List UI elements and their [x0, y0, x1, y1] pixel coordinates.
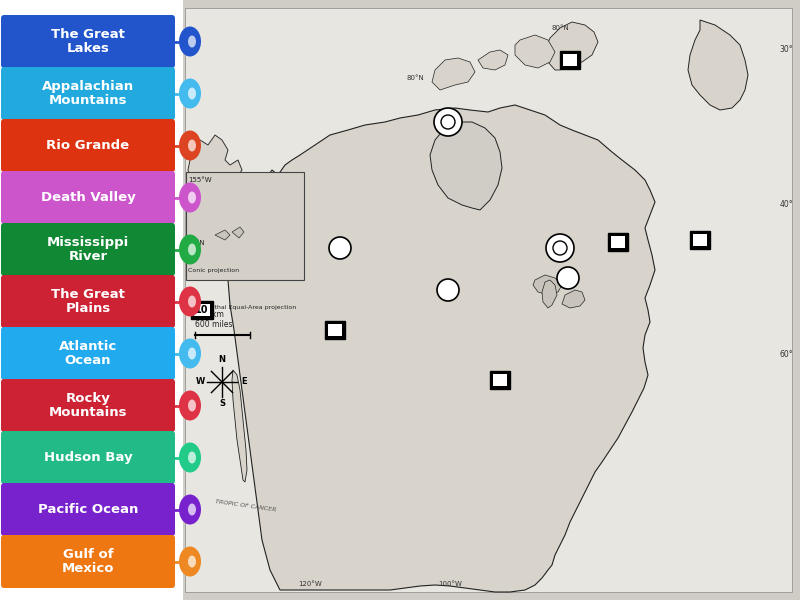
- Text: Atlantic
Ocean: Atlantic Ocean: [59, 340, 117, 367]
- FancyBboxPatch shape: [1, 15, 175, 68]
- Text: 120°W: 120°W: [298, 581, 322, 587]
- Polygon shape: [515, 35, 555, 68]
- FancyBboxPatch shape: [1, 171, 175, 224]
- Bar: [325, 321, 345, 339]
- Text: The Great
Plains: The Great Plains: [51, 288, 125, 315]
- Bar: [608, 233, 628, 251]
- Bar: [186, 172, 304, 280]
- Bar: [690, 231, 710, 249]
- Ellipse shape: [188, 556, 196, 568]
- Polygon shape: [542, 280, 557, 308]
- FancyBboxPatch shape: [1, 67, 175, 120]
- Polygon shape: [562, 290, 585, 308]
- Bar: [328, 324, 342, 336]
- Text: 10: 10: [195, 305, 209, 315]
- FancyBboxPatch shape: [1, 483, 175, 536]
- Text: Pacific Ocean: Pacific Ocean: [38, 503, 138, 516]
- Ellipse shape: [179, 494, 201, 524]
- Text: 20°N: 20°N: [188, 240, 206, 246]
- Polygon shape: [688, 20, 748, 110]
- Ellipse shape: [188, 139, 196, 151]
- Ellipse shape: [188, 88, 196, 100]
- Text: Azimuthal Equal-Area projection: Azimuthal Equal-Area projection: [195, 305, 296, 310]
- Polygon shape: [220, 105, 655, 592]
- Polygon shape: [232, 370, 247, 482]
- Polygon shape: [215, 230, 230, 240]
- Ellipse shape: [179, 79, 201, 109]
- Circle shape: [441, 115, 455, 129]
- Bar: [185, 8, 792, 592]
- Ellipse shape: [188, 347, 196, 359]
- Text: Rocky
Mountains: Rocky Mountains: [49, 392, 127, 419]
- Polygon shape: [432, 58, 475, 90]
- Bar: [183, 0, 800, 600]
- Ellipse shape: [188, 191, 196, 203]
- Text: Hudson Bay: Hudson Bay: [44, 451, 132, 464]
- Ellipse shape: [188, 35, 196, 47]
- Bar: [490, 371, 510, 389]
- Text: S: S: [219, 400, 225, 409]
- Text: 80°N: 80°N: [551, 25, 569, 31]
- FancyBboxPatch shape: [1, 535, 175, 588]
- Ellipse shape: [188, 244, 196, 256]
- Text: Conic projection: Conic projection: [188, 268, 239, 273]
- Ellipse shape: [188, 400, 196, 412]
- Ellipse shape: [179, 130, 201, 160]
- Polygon shape: [232, 227, 244, 238]
- Text: 600 miles: 600 miles: [195, 320, 233, 329]
- Text: The Great
Lakes: The Great Lakes: [51, 28, 125, 55]
- Bar: [563, 54, 577, 66]
- Text: Gulf of
Mexico: Gulf of Mexico: [62, 548, 114, 575]
- Text: Mississippi
River: Mississippi River: [47, 236, 129, 263]
- Bar: [560, 51, 580, 69]
- Text: TROPIC OF CANCER: TROPIC OF CANCER: [215, 499, 277, 513]
- Ellipse shape: [179, 235, 201, 265]
- Circle shape: [434, 108, 462, 136]
- Ellipse shape: [179, 286, 201, 317]
- Ellipse shape: [188, 295, 196, 307]
- Polygon shape: [478, 50, 508, 70]
- Bar: [611, 236, 625, 248]
- Text: 600 km: 600 km: [195, 310, 224, 319]
- Text: 80°N: 80°N: [406, 75, 424, 81]
- Circle shape: [557, 267, 579, 289]
- Text: Death Valley: Death Valley: [41, 191, 135, 204]
- Bar: [493, 374, 507, 386]
- FancyBboxPatch shape: [1, 275, 175, 328]
- Polygon shape: [430, 122, 502, 210]
- Bar: [693, 234, 707, 246]
- Ellipse shape: [188, 503, 196, 515]
- Ellipse shape: [179, 391, 201, 421]
- Polygon shape: [533, 275, 562, 295]
- FancyBboxPatch shape: [1, 327, 175, 380]
- Text: 60°: 60°: [779, 350, 793, 359]
- Polygon shape: [545, 22, 598, 70]
- Text: N: N: [218, 355, 226, 364]
- Text: 40°: 40°: [779, 200, 793, 209]
- Text: 30°: 30°: [779, 45, 793, 54]
- Ellipse shape: [179, 26, 201, 56]
- FancyBboxPatch shape: [1, 379, 175, 432]
- Bar: [194, 304, 210, 316]
- Text: 155°W: 155°W: [188, 177, 212, 183]
- FancyBboxPatch shape: [1, 223, 175, 276]
- Polygon shape: [188, 135, 242, 215]
- Circle shape: [437, 279, 459, 301]
- Ellipse shape: [179, 443, 201, 473]
- Ellipse shape: [179, 182, 201, 212]
- Text: W: W: [195, 377, 205, 386]
- Ellipse shape: [188, 451, 196, 463]
- Text: Rio Grande: Rio Grande: [46, 139, 130, 152]
- Ellipse shape: [179, 547, 201, 577]
- Circle shape: [546, 234, 574, 262]
- Bar: [191, 301, 213, 319]
- Circle shape: [329, 237, 351, 259]
- FancyBboxPatch shape: [1, 119, 175, 172]
- FancyBboxPatch shape: [1, 431, 175, 484]
- Text: 100°W: 100°W: [438, 581, 462, 587]
- Text: Appalachian
Mountains: Appalachian Mountains: [42, 80, 134, 107]
- Text: E: E: [241, 377, 247, 386]
- Circle shape: [553, 241, 567, 255]
- Ellipse shape: [179, 338, 201, 368]
